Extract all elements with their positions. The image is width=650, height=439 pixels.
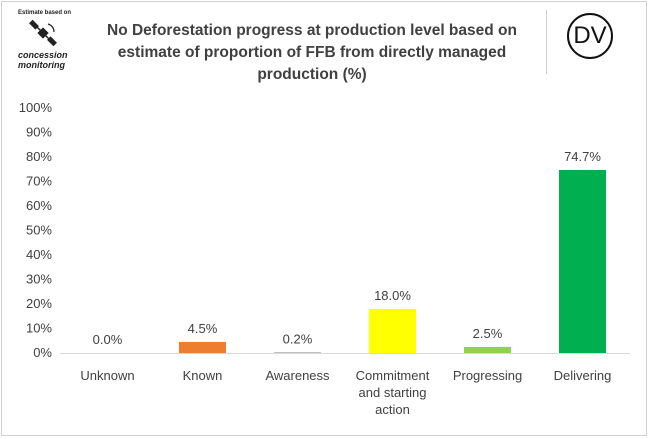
y-tick-label: 80% bbox=[26, 149, 52, 164]
y-tick-label: 40% bbox=[26, 247, 52, 262]
x-category-label: Commitment bbox=[356, 368, 430, 383]
x-category-label: Awareness bbox=[265, 368, 330, 383]
chart-title-line-2: estimate of proportion of FFB from direc… bbox=[117, 44, 507, 61]
data-label: 0.2% bbox=[283, 332, 313, 347]
x-category-label: Progressing bbox=[453, 368, 522, 383]
y-tick-label: 90% bbox=[26, 125, 52, 140]
y-tick-label: 50% bbox=[26, 223, 52, 238]
y-tick-label: 60% bbox=[26, 198, 52, 213]
bar-progressing bbox=[464, 346, 511, 353]
y-tick-label: 70% bbox=[26, 174, 52, 189]
data-label: 18.0% bbox=[374, 288, 411, 303]
x-category-label: Delivering bbox=[554, 368, 612, 383]
data-label: 2.5% bbox=[473, 326, 503, 341]
chart-title-line-3: production (%) bbox=[257, 66, 367, 83]
y-tick-label: 20% bbox=[26, 296, 52, 311]
x-category-label: action bbox=[375, 402, 410, 417]
bar-delivering bbox=[559, 169, 606, 353]
y-tick-label: 10% bbox=[26, 321, 52, 336]
logo-line-1: concession bbox=[18, 50, 68, 60]
dv-badge: DV bbox=[567, 13, 613, 59]
y-tick-label: 30% bbox=[26, 272, 52, 287]
concession-monitoring-logo: Estimate based on concession monitoring bbox=[14, 10, 72, 72]
data-label: 0.0% bbox=[93, 332, 123, 347]
satellite-icon bbox=[29, 19, 57, 47]
y-tick-label: 100% bbox=[19, 100, 53, 115]
dv-badge-panel: DV bbox=[546, 10, 641, 74]
logo-line-2: monitoring bbox=[18, 60, 65, 70]
x-category-label: Unknown bbox=[80, 368, 134, 383]
data-label: 4.5% bbox=[188, 321, 218, 336]
x-category-label: and starting bbox=[359, 385, 427, 400]
chart-title: No Deforestation progress at production … bbox=[78, 20, 546, 86]
bar-known bbox=[179, 341, 226, 353]
data-label: 74.7% bbox=[564, 149, 601, 164]
bar-commitment-and-starting-action bbox=[369, 308, 416, 353]
logo-caption: Estimate based on bbox=[18, 10, 72, 16]
x-category-label: Known bbox=[183, 368, 223, 383]
chart-title-line-1: No Deforestation progress at production … bbox=[107, 22, 517, 39]
y-tick-label: 0% bbox=[33, 345, 52, 360]
